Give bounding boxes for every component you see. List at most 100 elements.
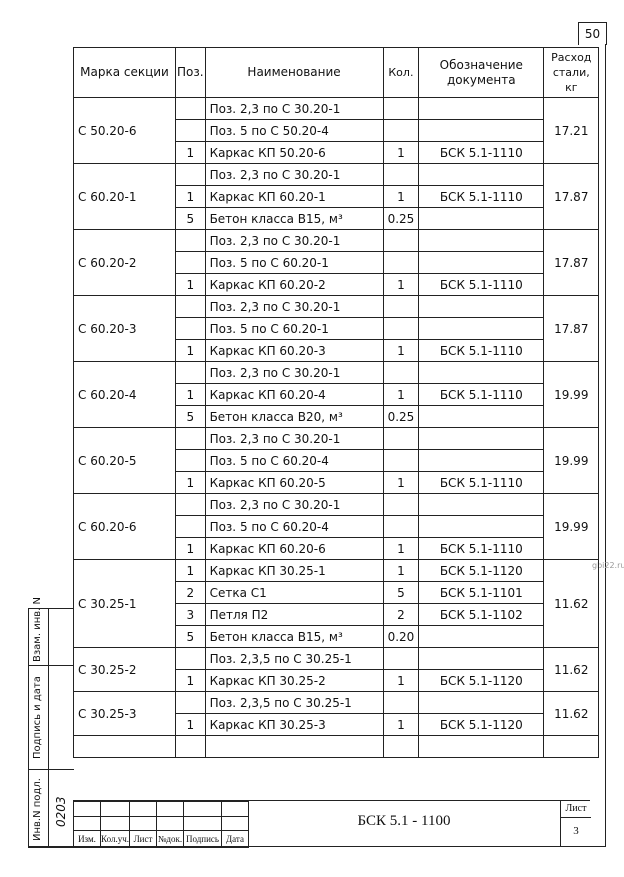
table-row: 5 Бетон класса В15, м³ 0.20 — [74, 625, 599, 648]
name-cell: Поз. 2,3 по С 30.20-1 — [204, 361, 384, 384]
podpis-data-label: Подпись и дата — [32, 676, 43, 759]
name-cell: Каркас КП 60.20-3 — [204, 339, 384, 362]
position-cell: 5 — [175, 625, 206, 648]
quantity-cell: 1 — [382, 537, 420, 560]
document-cell — [418, 163, 545, 186]
document-cell: БСК 5.1-1110 — [418, 339, 545, 362]
position-cell: 1 — [175, 383, 206, 406]
name-cell: Каркас КП 30.25-3 — [204, 713, 384, 736]
quantity-cell — [382, 647, 420, 670]
position-cell: 1 — [175, 537, 206, 560]
document-cell — [418, 449, 545, 472]
document-cell — [418, 625, 545, 648]
document-cell: БСК 5.1-1101 — [418, 581, 545, 604]
quantity-cell — [382, 691, 420, 714]
quantity-cell — [382, 515, 420, 538]
document-cell: БСК 5.1-1120 — [418, 559, 545, 582]
document-cell: БСК 5.1-1110 — [418, 185, 545, 208]
document-cell — [418, 119, 545, 142]
header-pos: Поз. — [175, 47, 206, 98]
section-mark: С 30.25-2 — [73, 647, 176, 692]
document-cell: БСК 5.1-1120 — [418, 713, 545, 736]
vzam-inv-label: Взам. инв. N — [32, 597, 43, 662]
table-row: Поз. 5 по С 60.20-4 — [74, 449, 599, 472]
table-row: С 60.20-1 Поз. 2,3 по С 30.20-1 17.87 — [73, 163, 600, 230]
steel-consumption: 17.87 — [543, 295, 600, 362]
title-block-col-label: Подпись — [183, 830, 222, 848]
steel-consumption: 17.21 — [543, 97, 600, 164]
quantity-cell: 1 — [382, 471, 420, 494]
position-cell — [175, 229, 206, 252]
name-cell: Поз. 2,3 по С 30.20-1 — [204, 163, 384, 186]
header-kol: Кол. — [382, 47, 420, 98]
table-row: С 60.20-6 Поз. 2,3 по С 30.20-1 19.99 — [73, 493, 600, 560]
position-cell — [175, 251, 206, 274]
table-row: 5 Бетон класса В20, м³ 0.25 — [74, 405, 599, 428]
table-row: 1 Каркас КП 60.20-5 1 БСК 5.1-1110 — [74, 471, 599, 494]
document-cell — [418, 207, 545, 230]
name-cell: Каркас КП 60.20-1 — [204, 185, 384, 208]
document-cell: БСК 5.1-1110 — [418, 471, 545, 494]
name-cell: Каркас КП 30.25-2 — [204, 669, 384, 692]
position-cell — [175, 97, 206, 120]
table-row: С 60.20-4 Поз. 2,3 по С 30.20-1 19.99 — [73, 361, 600, 428]
document-cell: БСК 5.1-1102 — [418, 603, 545, 626]
table-row: 1 Каркас КП 60.20-2 1 БСК 5.1-1110 — [74, 273, 599, 296]
position-cell: 1 — [175, 713, 206, 736]
name-cell: Каркас КП 50.20-6 — [204, 141, 384, 164]
section-mark: С 60.20-5 — [73, 427, 176, 494]
table-row: С 60.20-3 Поз. 2,3 по С 30.20-1 17.87 — [73, 295, 600, 362]
document-cell — [418, 361, 545, 384]
table-row: С 30.25-3 Поз. 2,3,5 по С 30.25-1 11.62 — [73, 691, 600, 736]
title-block-col-label: Лист — [129, 830, 157, 848]
page-frame — [28, 44, 606, 847]
steel-consumption: 17.87 — [543, 163, 600, 230]
table-row: С 60.20-5 Поз. 2,3 по С 30.20-1 19.99 — [73, 427, 600, 494]
name-cell: Каркас КП 60.20-5 — [204, 471, 384, 494]
document-cell — [418, 647, 545, 670]
section-mark: С 60.20-6 — [73, 493, 176, 560]
table-row: 1 Каркас КП 50.20-6 1 БСК 5.1-1110 — [74, 141, 599, 164]
position-cell: 5 — [175, 405, 206, 428]
sheet-corner-number: 50 — [584, 27, 601, 41]
table-row: Поз. 5 по С 60.20-1 — [74, 317, 599, 340]
header-row: Марка секции Поз. Наименование Кол. Обоз… — [73, 47, 600, 98]
table-row: Поз. 5 по С 60.20-1 — [74, 251, 599, 274]
table-row: С 30.25-1 1 Каркас КП 30.25-1 1 БСК 5.1-1120… — [73, 559, 600, 648]
table-row: 1 Каркас КП 30.25-3 1 БСК 5.1-1120 — [74, 713, 599, 736]
quantity-cell: 5 — [382, 581, 420, 604]
name-cell: Петля П2 — [204, 603, 384, 626]
title-block-col-label: Дата — [221, 830, 249, 848]
position-cell — [175, 163, 206, 186]
position-cell: 1 — [175, 339, 206, 362]
specification-table: Марка секции Поз. Наименование Кол. Обоз… — [73, 47, 600, 758]
document-cell — [418, 427, 545, 450]
table-row: 1 Каркас КП 60.20-3 1 БСК 5.1-1110 — [74, 339, 599, 362]
quantity-cell: 1 — [382, 141, 420, 164]
position-cell: 1 — [175, 669, 206, 692]
position-cell — [175, 361, 206, 384]
header-rashod: Расход стали, кг — [543, 47, 600, 98]
title-block-col-label: Кол.уч. — [100, 830, 130, 848]
quantity-cell — [382, 427, 420, 450]
steel-consumption: 19.99 — [543, 493, 600, 560]
name-cell: Каркас КП 60.20-6 — [204, 537, 384, 560]
position-cell — [175, 317, 206, 340]
document-cell — [418, 97, 545, 120]
position-cell: 1 — [175, 559, 206, 582]
sheet-number-box: 50 — [578, 22, 607, 45]
table-row: С 50.20-6 Поз. 2,3 по С 30.20-1 17.21 — [73, 97, 600, 164]
position-cell — [175, 119, 206, 142]
quantity-cell — [382, 449, 420, 472]
quantity-cell: 1 — [382, 185, 420, 208]
document-cell: БСК 5.1-1110 — [418, 537, 545, 560]
name-cell: Поз. 2,3 по С 30.20-1 — [204, 97, 384, 120]
position-cell — [175, 295, 206, 318]
document-cell: БСК 5.1-1110 — [418, 141, 545, 164]
quantity-cell — [382, 119, 420, 142]
quantity-cell: 1 — [382, 669, 420, 692]
table-row: 1 Каркас КП 30.25-2 1 БСК 5.1-1120 — [74, 669, 599, 692]
name-cell: Поз. 5 по С 60.20-1 — [204, 251, 384, 274]
name-cell: Поз. 5 по С 60.20-1 — [204, 317, 384, 340]
